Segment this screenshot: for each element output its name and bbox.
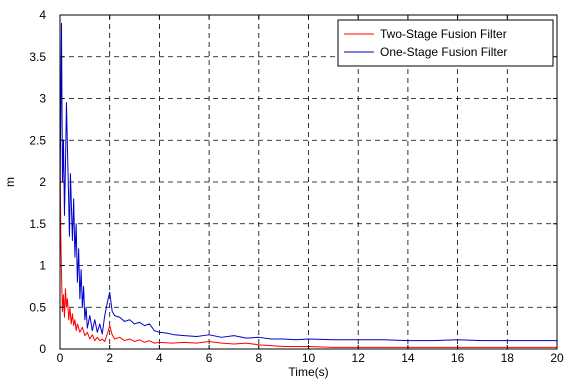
x-tick-label: 18 [501, 351, 515, 365]
y-tick-label: 4 [39, 8, 46, 22]
legend: Two-Stage Fusion Filter One-Stage Fusion … [337, 19, 554, 67]
y-tick-label: 1 [39, 259, 46, 273]
x-axis-label: Time(s) [288, 365, 328, 379]
series-line-one-stage-fusion-filter [59, 22, 557, 342]
y-tick-label: 2.5 [29, 133, 46, 147]
series-line-two-stage-fusion-filter [59, 144, 557, 348]
axis-ticks: 0 2 4 6 8 10 12 14 16 18 20 0 0.5 1 1.5 2 2.5 3 3.5 4 [29, 8, 564, 365]
x-tick-label: 8 [255, 351, 262, 365]
x-tick-label: 20 [550, 351, 564, 365]
y-tick-label: 3.5 [29, 50, 46, 64]
y-axis-label: m [3, 177, 17, 187]
series-layer [59, 22, 557, 348]
x-tick-label: 14 [401, 351, 415, 365]
x-tick-label: 16 [451, 351, 465, 365]
x-tick-label: 10 [302, 351, 316, 365]
x-tick-label: 6 [206, 351, 213, 365]
x-tick-label: 12 [352, 351, 366, 365]
legend-box [337, 19, 554, 67]
legend-entry-label: Two-Stage Fusion Filter [380, 27, 507, 41]
y-tick-label: 0 [39, 342, 46, 356]
x-tick-label: 2 [106, 351, 113, 365]
y-tick-label: 3 [39, 92, 46, 106]
x-tick-label: 4 [156, 351, 163, 365]
x-tick-label: 0 [57, 351, 64, 365]
y-tick-label: 1.5 [29, 217, 46, 231]
y-tick-label: 0.5 [29, 300, 46, 314]
y-tick-label: 2 [39, 175, 46, 189]
legend-entry-label: One-Stage Fusion Filter [380, 45, 507, 59]
